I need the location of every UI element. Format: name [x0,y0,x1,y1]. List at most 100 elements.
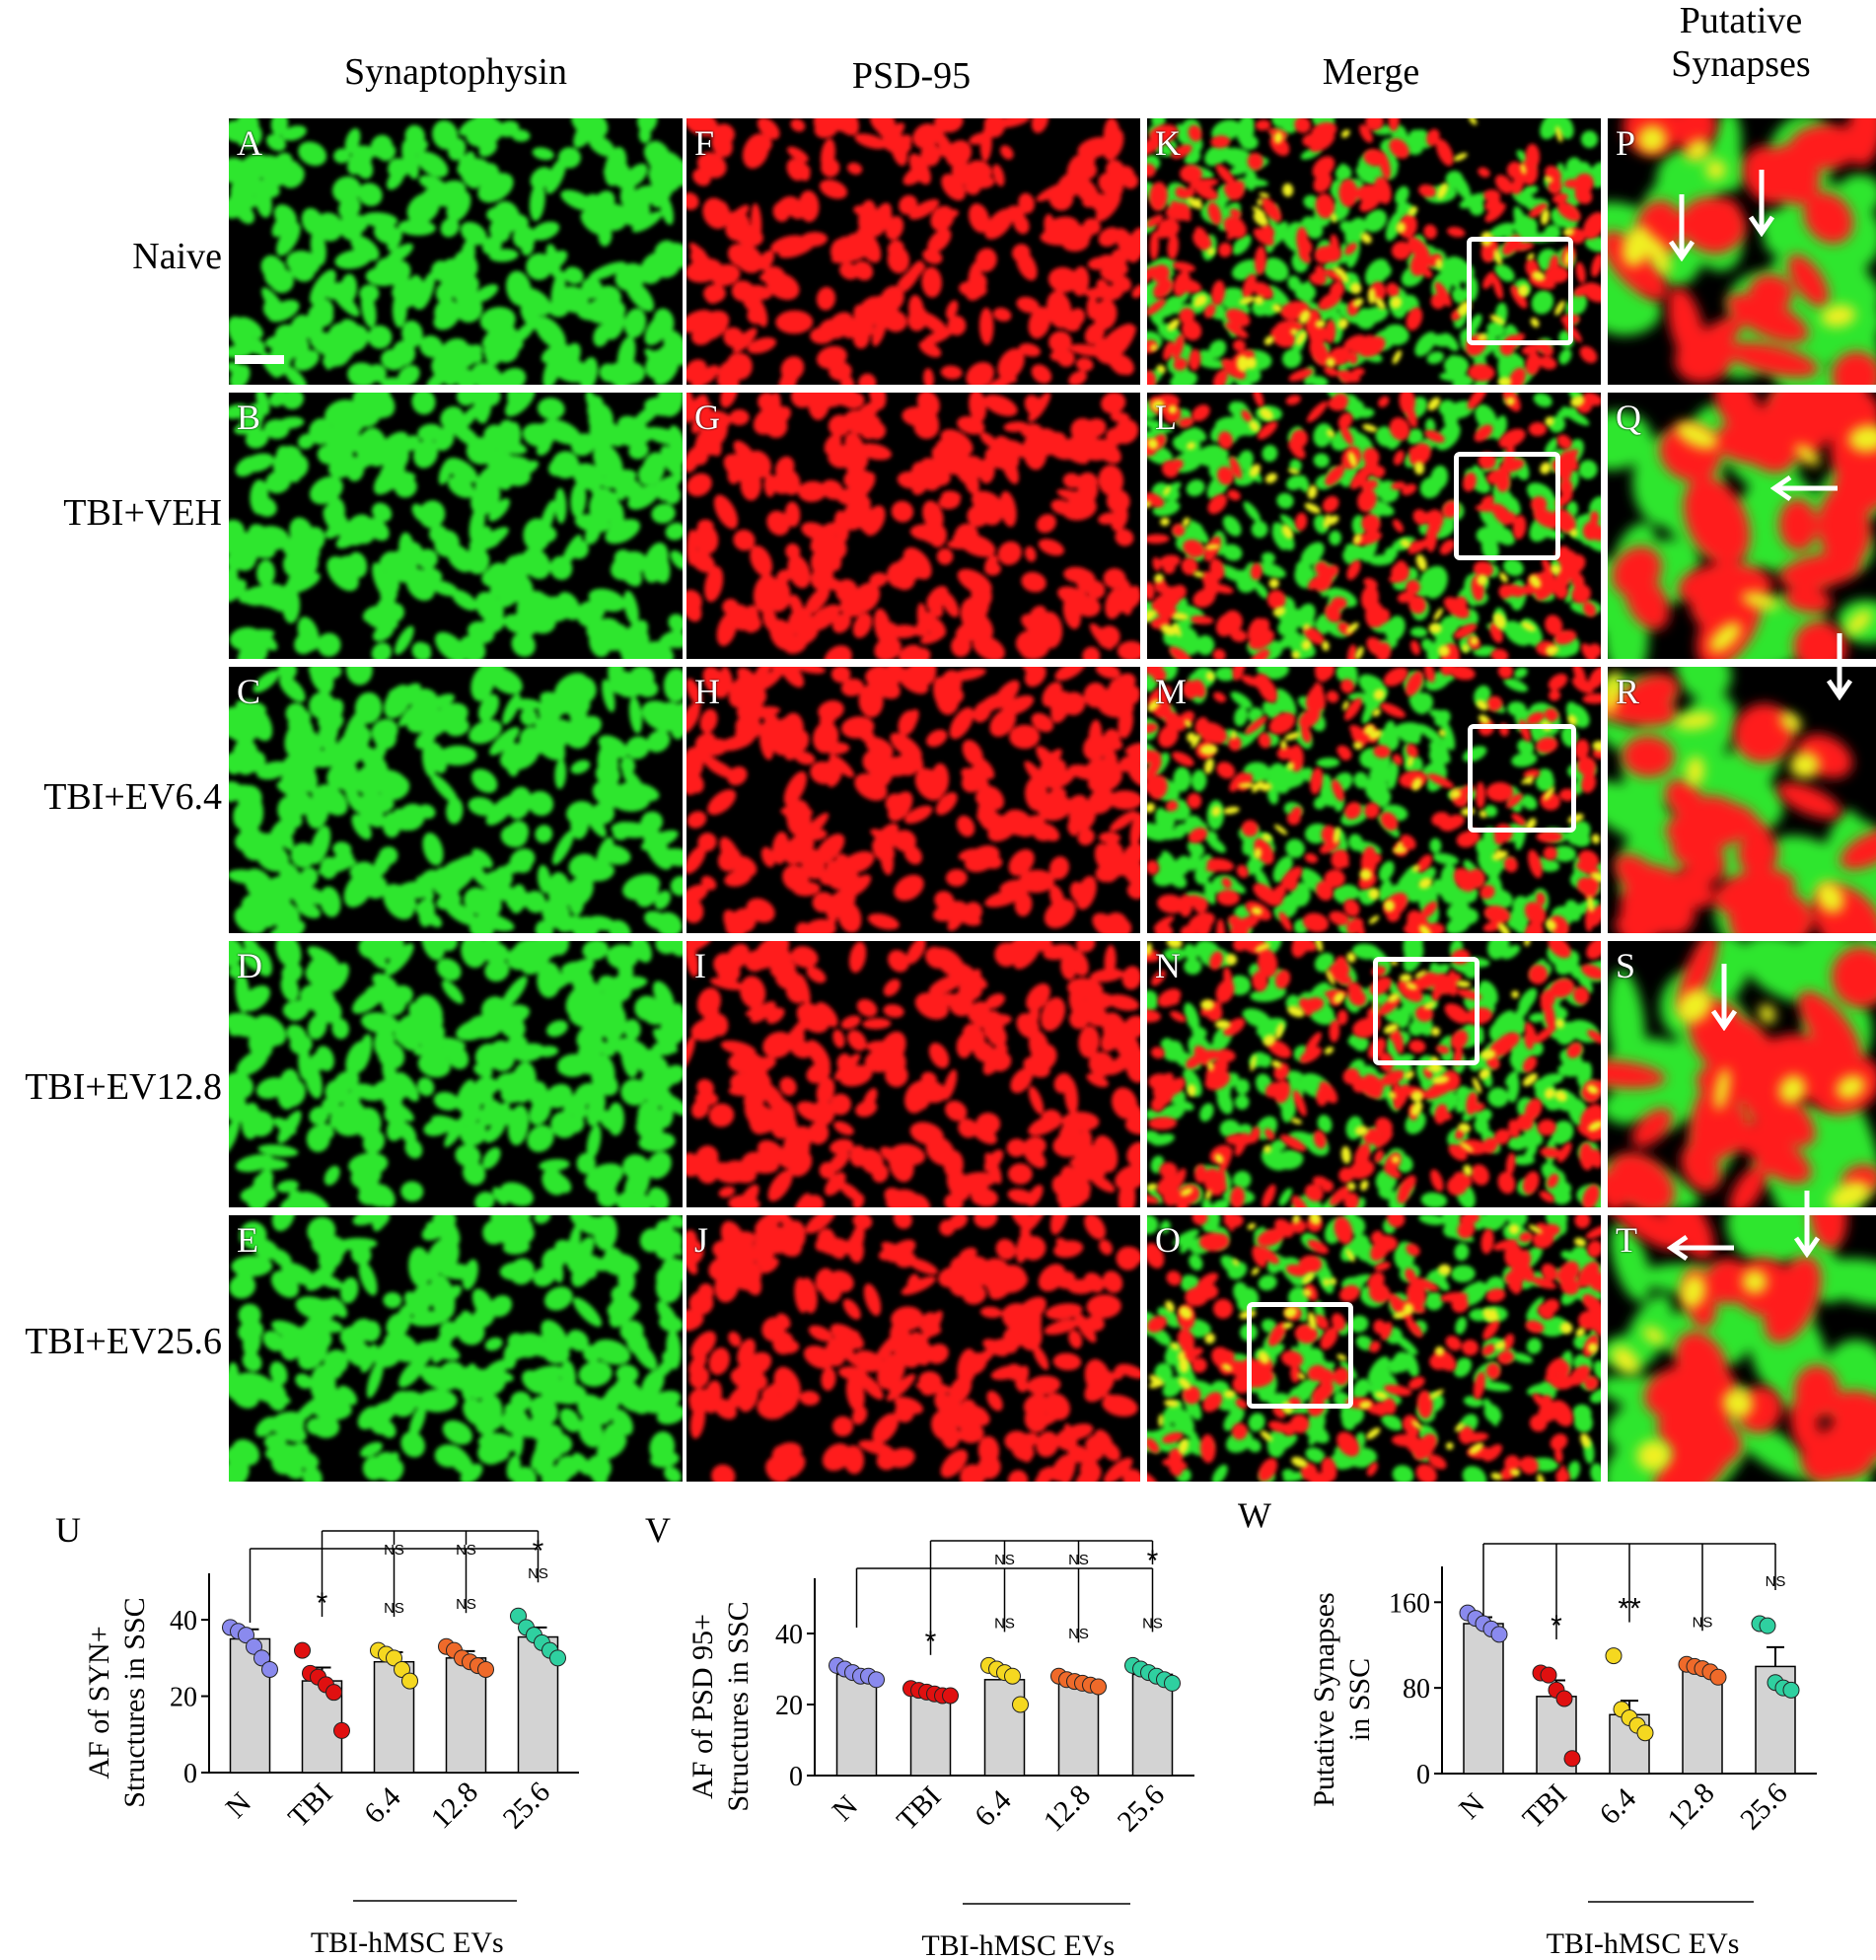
micrograph-putative-4: S [1608,941,1876,1207]
y-tick-label: 40 [170,1606,197,1636]
x-tick-label: 25.6 [1734,1777,1793,1836]
synapse-arrow-icon [1710,964,1738,1031]
panel-letter: H [694,672,720,711]
significance-vs-tbi: * [1147,1545,1159,1577]
significance-vs-tbi: * [533,1535,544,1567]
panel-letter: E [237,1220,258,1260]
significance-vs-naive: ** [1618,1593,1641,1626]
y-tick-label: 80 [1403,1674,1430,1705]
row-label-naive: Naive [132,236,222,277]
x-tick-label: 12.8 [1038,1779,1097,1838]
micrograph-texture [229,941,683,1207]
panel-letter-u: U [55,1510,81,1550]
y-tick-label: 160 [1389,1588,1430,1619]
significance-vs-naive: NS [1068,1626,1089,1642]
micrograph-texture [1608,941,1876,1207]
micrograph-merge-2: L [1147,393,1601,659]
panel-letter: O [1155,1220,1181,1260]
micrograph-syn-3: C [229,667,683,933]
inset-box [1373,957,1479,1065]
y-tick-label: 0 [183,1759,197,1789]
data-point [325,1684,342,1702]
micrograph-texture [1608,118,1876,385]
group-label: TBI-hMSC EVs [311,1926,504,1959]
panel-letter: T [1616,1220,1637,1260]
panel-letter: A [237,123,262,163]
bar-TBI [909,1691,952,1777]
x-tick-label: TBI [891,1780,948,1838]
data-point [1782,1681,1800,1699]
micrograph-texture [229,393,683,659]
panel-letter: K [1155,123,1181,163]
y-tick-label: 20 [170,1683,197,1713]
panel-letter: S [1616,946,1636,985]
significance-vs-naive: * [1551,1610,1562,1642]
micrograph-syn-1: A [229,118,683,385]
data-point [1004,1667,1021,1685]
data-point [477,1660,494,1678]
panel-letter-w: W [1238,1495,1271,1535]
x-tick-label: N [219,1786,257,1825]
data-point [1563,1750,1581,1768]
data-point [1540,1666,1557,1684]
data-point [510,1607,527,1625]
column-header-putative-synapses: Putative Synapses [1671,0,1811,85]
micrograph-psd-1: F [686,118,1140,385]
panel-letter: M [1155,672,1188,711]
data-point [294,1641,311,1659]
micrograph-merge-3: M [1147,667,1601,933]
row-label-tbi-veh: TBI+VEH [63,492,222,534]
panel-letter: N [1155,946,1181,985]
significance-vs-naive: NS [994,1615,1015,1632]
micrograph-psd-2: G [686,393,1140,659]
x-tick-label: N [1453,1787,1491,1826]
significance-vs-tbi: NS [384,1542,404,1559]
synapse-arrow-icon [1668,194,1696,261]
row-label-tbi-ev128: TBI+EV12.8 [25,1066,222,1108]
micrograph-texture [229,667,683,933]
data-point [1164,1674,1181,1692]
y-tick-label: 40 [775,1620,803,1650]
micrograph-merge-5: O [1147,1215,1601,1482]
row-label-tbi-ev256: TBI+EV25.6 [25,1321,222,1362]
data-point [1605,1647,1623,1665]
micrograph-psd-4: I [686,941,1140,1207]
x-tick-label: 6.4 [1593,1781,1642,1831]
micrograph-texture [1608,1215,1876,1482]
data-point [1490,1626,1508,1643]
column-header-synaptophysin: Synaptophysin [344,51,567,93]
data-point [253,1649,270,1667]
micrograph-texture [1147,941,1601,1207]
panel-letter: G [694,398,720,437]
x-tick-label: TBI [282,1778,339,1835]
scale-bar [235,355,284,364]
micrograph-psd-5: J [686,1215,1140,1482]
micrograph-texture [686,1215,1140,1482]
y-tick-label: 0 [1416,1760,1430,1790]
y-axis-label: AF of PSD 95+ Structures in SSC [686,1601,755,1811]
column-header-psd95: PSD-95 [851,55,972,97]
micrograph-syn-2: B [229,393,683,659]
data-point [549,1649,566,1667]
y-axis-label: AF of SYN+ Structures in SSC [83,1597,151,1807]
synapse-arrow-icon [1793,1191,1821,1258]
data-point [1555,1690,1573,1707]
panel-letter: I [694,946,706,985]
group-label: TBI-hMSC EVs [1547,1927,1740,1960]
bar-12.8 [1057,1680,1100,1777]
data-point [261,1660,278,1678]
micrograph-texture [1608,667,1876,933]
micrograph-texture [1147,1215,1601,1482]
significance-vs-naive: NS [1142,1615,1163,1632]
panel-letter: L [1155,398,1177,437]
significance-vs-naive: NS [384,1600,404,1617]
data-point [1759,1617,1776,1634]
data-point [1709,1668,1727,1686]
inset-box [1454,452,1560,560]
row-label-tbi-ev64: TBI+EV6.4 [43,776,222,818]
panel-letter: R [1616,672,1640,711]
micrograph-syn-5: E [229,1215,683,1482]
significance-vs-naive: NS [528,1565,548,1582]
micrograph-texture [686,667,1140,933]
data-point [1090,1678,1107,1696]
